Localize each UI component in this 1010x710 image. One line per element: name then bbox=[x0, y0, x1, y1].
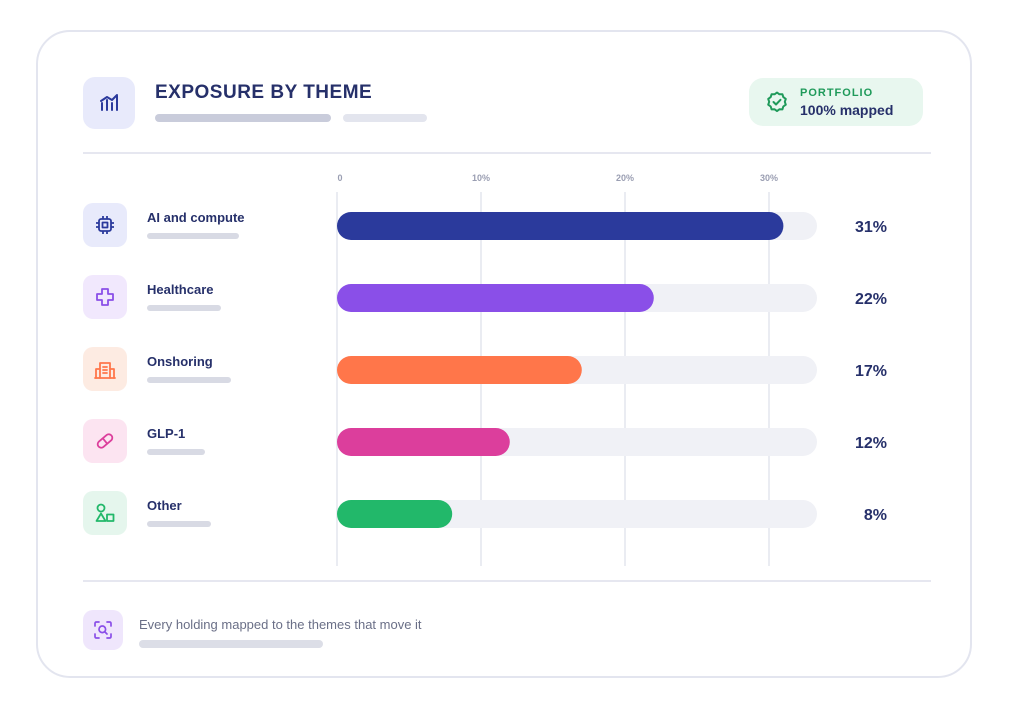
bar-other bbox=[337, 500, 453, 528]
title-placeholder-bar bbox=[155, 114, 331, 122]
medical-cross-icon bbox=[83, 275, 127, 319]
x-tick-label: 0 bbox=[337, 173, 342, 183]
footer-placeholder-bar bbox=[139, 640, 323, 648]
x-tick-label: 10% bbox=[472, 173, 490, 183]
x-tick-label: 20% bbox=[616, 173, 634, 183]
bar-value-label: 8% bbox=[864, 507, 887, 524]
bar-value-label: 17% bbox=[855, 363, 887, 380]
row-label-ai-and-compute: AI and compute bbox=[147, 210, 245, 225]
building-icon bbox=[83, 347, 127, 391]
row-placeholder-bar bbox=[147, 377, 231, 383]
footer-divider bbox=[83, 580, 931, 582]
chart-title: EXPOSURE BY THEME bbox=[155, 82, 373, 103]
row-label-other: Other bbox=[147, 498, 182, 513]
bar-value-label: 12% bbox=[855, 435, 887, 452]
bar-value-label: 22% bbox=[855, 291, 887, 308]
title-placeholder-bar-secondary bbox=[343, 114, 427, 122]
portfolio-badge: PORTFOLIO 100% mapped bbox=[749, 78, 923, 126]
bar-healthcare bbox=[337, 284, 654, 312]
check-badge-icon bbox=[767, 91, 787, 113]
row-placeholder-bar bbox=[147, 305, 221, 311]
badge-value: 100% mapped bbox=[800, 102, 894, 118]
badge-label: PORTFOLIO bbox=[800, 87, 874, 99]
bar-chart-icon bbox=[83, 77, 135, 129]
row-placeholder-bar bbox=[147, 449, 205, 455]
pill-icon bbox=[83, 419, 127, 463]
scan-search-icon bbox=[83, 610, 123, 650]
exposure-card: EXPOSURE BY THEME PORTFOLIO 100% mapped … bbox=[36, 30, 972, 678]
row-label-onshoring: Onshoring bbox=[147, 354, 213, 369]
shapes-icon bbox=[83, 491, 127, 535]
bar-onshoring bbox=[337, 356, 582, 384]
row-placeholder-bar bbox=[147, 521, 211, 527]
row-label-glp-1: GLP-1 bbox=[147, 426, 186, 441]
bar-ai-and-compute bbox=[337, 212, 784, 240]
header-divider bbox=[83, 152, 931, 154]
bar-value-label: 31% bbox=[855, 219, 887, 236]
row-label-healthcare: Healthcare bbox=[147, 282, 214, 297]
x-tick-label: 30% bbox=[760, 173, 778, 183]
footer-caption: Every holding mapped to the themes that … bbox=[139, 617, 422, 632]
chip-icon bbox=[83, 203, 127, 247]
bar-glp-1 bbox=[337, 428, 510, 456]
bar-track bbox=[337, 500, 817, 528]
row-placeholder-bar bbox=[147, 233, 239, 239]
theme-exposure-chart: 0 10% 20% 30% 31% 22% 17% 12% 8% bbox=[336, 173, 887, 566]
